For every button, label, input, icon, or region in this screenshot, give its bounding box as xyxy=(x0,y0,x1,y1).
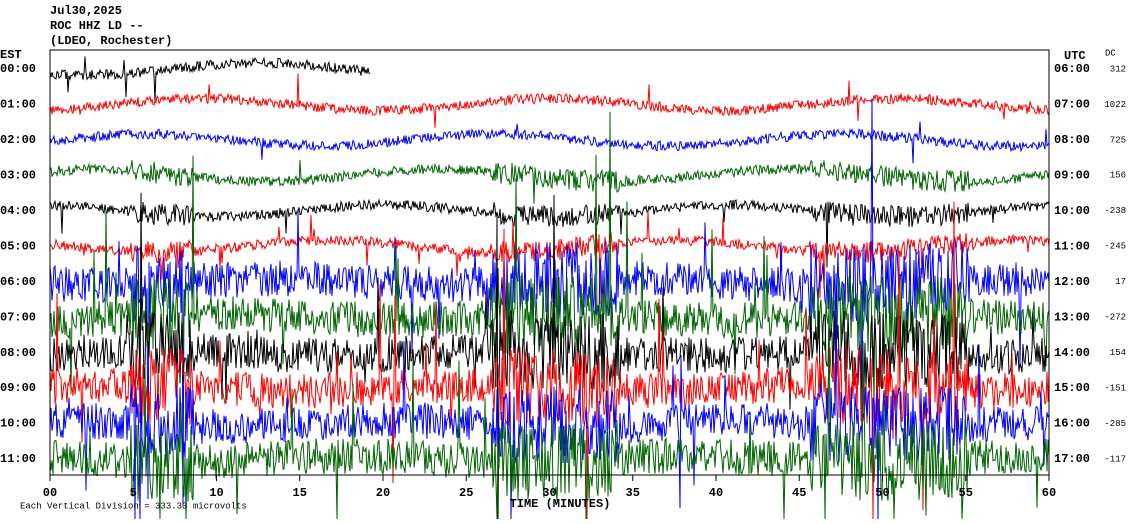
dc-value: -285 xyxy=(1104,419,1126,429)
utc-label: 07:00 xyxy=(1054,98,1090,112)
right-axis-label: UTC xyxy=(1064,49,1086,63)
title-line: (LDEO, Rochester) xyxy=(50,34,172,48)
x-tick-label: 10 xyxy=(209,486,223,500)
trace xyxy=(49,273,1050,520)
dc-value: -117 xyxy=(1104,454,1126,464)
x-tick-label: 35 xyxy=(626,486,640,500)
est-label: 02:00 xyxy=(0,133,36,147)
dc-value: 312 xyxy=(1110,64,1126,74)
trace xyxy=(49,56,371,102)
utc-label: 15:00 xyxy=(1054,381,1090,395)
utc-label: 10:00 xyxy=(1054,204,1090,218)
est-label: 03:00 xyxy=(0,169,36,183)
dc-value: 156 xyxy=(1110,171,1126,181)
trace xyxy=(49,201,1050,520)
x-tick-label: 20 xyxy=(376,486,390,500)
utc-label: 09:00 xyxy=(1054,169,1090,183)
x-tick-label: 00 xyxy=(43,486,57,500)
x-tick-label: 45 xyxy=(792,486,806,500)
dc-value: 154 xyxy=(1110,348,1126,358)
trace xyxy=(49,288,1050,520)
title-line: ROC HHZ LD -- xyxy=(50,19,144,33)
utc-label: 12:00 xyxy=(1054,275,1090,289)
trace xyxy=(49,159,1050,204)
trace xyxy=(49,198,1050,268)
x-tick-label: 60 xyxy=(1042,486,1056,500)
x-tick-label: 50 xyxy=(875,486,889,500)
dc-value: 17 xyxy=(1115,277,1126,287)
est-label: 07:00 xyxy=(0,310,36,324)
est-label: 11:00 xyxy=(0,452,36,466)
x-tick-label: 5 xyxy=(130,486,137,500)
est-label: 01:00 xyxy=(0,98,36,112)
trace xyxy=(49,192,1050,520)
x-tick-label: 55 xyxy=(959,486,973,500)
utc-label: 08:00 xyxy=(1054,133,1090,147)
dc-value: -245 xyxy=(1104,242,1126,252)
est-label: 00:00 xyxy=(0,62,36,76)
dc-value: -151 xyxy=(1104,383,1126,393)
utc-label: 16:00 xyxy=(1054,417,1090,431)
traces xyxy=(49,56,1050,520)
utc-label: 13:00 xyxy=(1054,310,1090,324)
utc-label: 06:00 xyxy=(1054,62,1090,76)
est-label: 04:00 xyxy=(0,204,36,218)
x-tick-label: 30 xyxy=(542,486,556,500)
dc-label: DC xyxy=(1105,48,1116,58)
x-tick-label: 25 xyxy=(459,486,473,500)
x-tick-label: 40 xyxy=(709,486,723,500)
trace xyxy=(49,98,1050,507)
est-label: 10:00 xyxy=(0,417,36,431)
title-line: Jul30,2025 xyxy=(50,4,122,18)
footer: Each Vertical Division = 333.33 microvol… xyxy=(20,501,247,511)
utc-label: 14:00 xyxy=(1054,346,1090,360)
x-axis-label: TIME (MINUTES) xyxy=(510,497,611,511)
dc-value: 725 xyxy=(1110,135,1126,145)
est-label: 08:00 xyxy=(0,346,36,360)
x-tick-label: 15 xyxy=(293,486,307,500)
left-axis-label: EST xyxy=(0,48,22,62)
dc-value: -272 xyxy=(1104,313,1126,323)
est-label: 06:00 xyxy=(0,275,36,289)
est-label: 05:00 xyxy=(0,239,36,253)
trace xyxy=(49,73,1050,128)
est-label: 09:00 xyxy=(0,381,36,395)
utc-label: 11:00 xyxy=(1054,239,1090,253)
utc-label: 17:00 xyxy=(1054,452,1090,466)
dc-value: 1022 xyxy=(1104,100,1126,110)
dc-value: -238 xyxy=(1104,206,1126,216)
trace xyxy=(49,121,1050,164)
